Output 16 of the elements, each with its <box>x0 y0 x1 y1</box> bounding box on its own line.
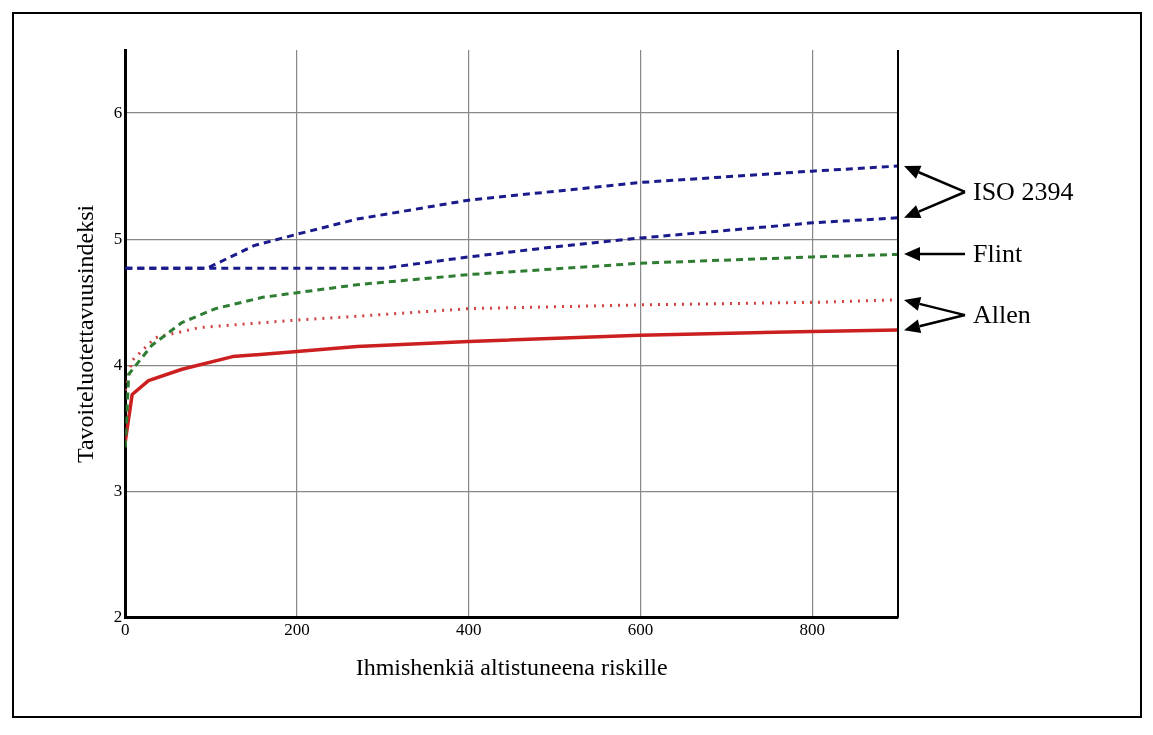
y-tick-label: 5 <box>113 228 123 248</box>
x-tick-label: 600 <box>627 620 654 640</box>
y-axis-title: Tavoiteluotettavuusindeksi <box>71 204 98 464</box>
y-tick-label: 4 <box>113 354 123 374</box>
x-tick-label: 200 <box>284 620 310 640</box>
x-tick-label: 400 <box>455 620 482 640</box>
x-tick-label: 800 <box>799 620 825 640</box>
y-tick-label: 3 <box>113 481 123 501</box>
text: Flint <box>973 239 1023 270</box>
text: Allen <box>973 299 1031 330</box>
x-axis-title: Ihmishenkiä altistuneena riskille <box>355 653 668 680</box>
x-tick-label: 0 <box>121 620 130 640</box>
text: ISO 2394 <box>973 176 1074 207</box>
y-tick-label: 2 <box>113 607 123 627</box>
line-series <box>125 252 898 449</box>
y-tick-label: 6 <box>113 102 123 122</box>
